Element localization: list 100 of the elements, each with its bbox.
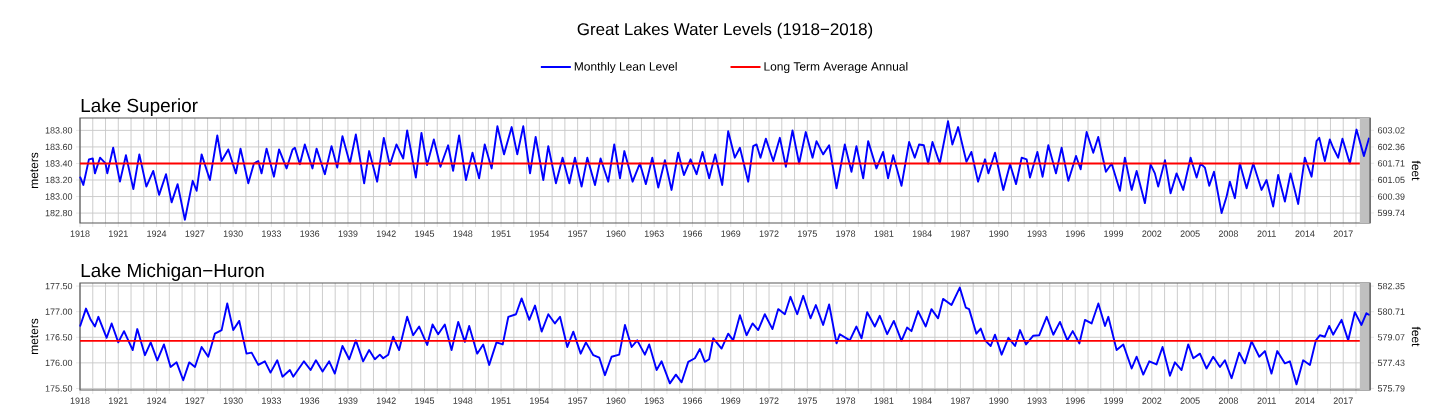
- x-tick-label: 2005: [1180, 397, 1200, 404]
- x-tick-label: 1933: [262, 397, 281, 404]
- x-tick-label: 1918: [70, 230, 90, 237]
- x-tick-label: 1957: [568, 397, 588, 404]
- x-tick-label: 1981: [874, 397, 894, 404]
- x-tick-label: 1924: [147, 230, 167, 237]
- x-tick-label: 2008: [1218, 230, 1238, 237]
- x-tick-label: 1990: [989, 230, 1009, 237]
- chart-title: Lake Michigan−Huron: [81, 263, 264, 281]
- x-tick-label: 1981: [874, 230, 894, 237]
- x-tick-label: 1948: [453, 230, 473, 237]
- x-tick-label: 1924: [147, 397, 167, 404]
- x-tick-label: 2002: [1142, 230, 1162, 237]
- x-tick-label: 1993: [1027, 230, 1047, 237]
- y-tick-label: 177.50: [45, 282, 73, 290]
- x-tick-label: 1945: [415, 230, 435, 237]
- x-tick-label: 1960: [606, 397, 626, 404]
- y-tick-label: 183.60: [45, 143, 73, 151]
- x-tick-label: 1984: [912, 230, 932, 237]
- x-tick-label: 1954: [530, 230, 550, 237]
- x-tick-label: 1972: [759, 397, 779, 404]
- x-tick-label: 2014: [1295, 230, 1315, 237]
- x-tick-label: 2002: [1142, 397, 1162, 404]
- legend-label: Long Term Average Annual: [764, 61, 908, 74]
- y2-tick-label: 580.71: [1377, 308, 1405, 315]
- y-tick-label: 183.20: [45, 176, 73, 184]
- x-tick-label: 1966: [683, 230, 703, 237]
- line-series: [79, 120, 1371, 221]
- y2-tick-label: 577.43: [1377, 359, 1405, 367]
- x-tick-label: 1921: [108, 230, 128, 237]
- legend-label: Monthly Lean Level: [574, 61, 677, 74]
- x-tick-label: 1945: [415, 397, 435, 404]
- x-tick-label: 2017: [1333, 397, 1353, 404]
- y-tick-label: 176.50: [45, 334, 73, 341]
- x-tick-label: 1999: [1104, 397, 1124, 404]
- x-tick-label: 1978: [836, 397, 856, 404]
- x-tick-label: 1957: [568, 230, 588, 237]
- x-tick-label: 1984: [912, 397, 932, 404]
- x-tick-label: 1933: [262, 230, 281, 237]
- y-tick-label: 183.00: [45, 193, 73, 200]
- y-axis-title: meters: [30, 152, 39, 188]
- y-tick-label: 182.80: [45, 209, 73, 217]
- y-tick-label: 183.80: [45, 127, 73, 134]
- x-tick-label: 1942: [376, 397, 396, 404]
- x-tick-label: 2011: [1257, 397, 1276, 404]
- x-tick-label: 1969: [721, 230, 741, 237]
- y2-tick-label: 600.39: [1377, 193, 1405, 200]
- x-tick-label: 2008: [1218, 397, 1238, 404]
- y-axis-title: meters: [30, 318, 39, 354]
- x-tick-label: 2014: [1295, 397, 1315, 404]
- x-tick-label: 1930: [223, 397, 243, 404]
- x-tick-label: 1978: [836, 230, 856, 237]
- x-tick-label: 1921: [108, 397, 128, 404]
- x-tick-label: 1996: [1065, 230, 1085, 237]
- y2-tick-label: 601.05: [1377, 176, 1405, 184]
- x-tick-label: 1939: [338, 397, 358, 404]
- y2-axis-title: feet: [1411, 160, 1421, 181]
- chart-title: Great Lakes Water Levels (1918−2018): [577, 22, 873, 39]
- x-tick-label: 1960: [606, 230, 626, 237]
- x-tick-label: 1930: [223, 230, 243, 237]
- x-tick-label: 1954: [530, 397, 550, 404]
- x-tick-label: 1966: [683, 397, 703, 404]
- y2-tick-label: 599.74: [1377, 209, 1405, 217]
- y2-tick-label: 602.36: [1377, 143, 1405, 151]
- x-tick-label: 1942: [376, 230, 396, 237]
- x-tick-label: 1927: [185, 397, 205, 404]
- x-tick-label: 1993: [1027, 397, 1047, 404]
- x-tick-label: 1963: [644, 230, 664, 237]
- x-tick-label: 1936: [300, 230, 320, 237]
- x-tick-label: 1951: [491, 230, 511, 237]
- y2-tick-label: 582.35: [1377, 282, 1405, 290]
- y2-tick-label: 601.71: [1377, 160, 1405, 167]
- x-tick-label: 2017: [1333, 230, 1353, 237]
- x-tick-label: 1927: [185, 230, 205, 237]
- y2-tick-label: 579.07: [1377, 334, 1405, 341]
- x-tick-label: 2011: [1257, 230, 1276, 237]
- x-tick-label: 1972: [759, 230, 779, 237]
- y2-axis-title: feet: [1411, 326, 1421, 347]
- x-tick-label: 1975: [798, 397, 817, 404]
- y2-tick-label: 603.02: [1377, 127, 1405, 134]
- x-tick-label: 1936: [300, 397, 320, 404]
- x-tick-label: 1990: [989, 397, 1009, 404]
- x-tick-label: 1996: [1065, 397, 1085, 404]
- x-tick-label: 1969: [721, 397, 741, 404]
- x-tick-label: 1975: [798, 230, 817, 237]
- x-tick-label: 2005: [1180, 230, 1200, 237]
- x-tick-label: 1987: [951, 397, 970, 404]
- y-tick-label: 177.00: [45, 308, 73, 315]
- x-tick-label: 1987: [951, 230, 970, 237]
- x-tick-label: 1939: [338, 230, 358, 237]
- y-tick-label: 175.50: [45, 385, 73, 392]
- x-tick-label: 1999: [1104, 230, 1124, 237]
- x-tick-label: 1948: [453, 397, 473, 404]
- x-tick-label: 1951: [491, 397, 511, 404]
- x-tick-label: 1963: [644, 397, 664, 404]
- x-tick-label: 1918: [70, 397, 90, 404]
- y-tick-label: 183.40: [45, 160, 73, 167]
- y2-tick-label: 575.79: [1377, 385, 1405, 392]
- y-tick-label: 176.00: [45, 359, 73, 367]
- chart-subtitle: Lake Superior: [81, 98, 198, 116]
